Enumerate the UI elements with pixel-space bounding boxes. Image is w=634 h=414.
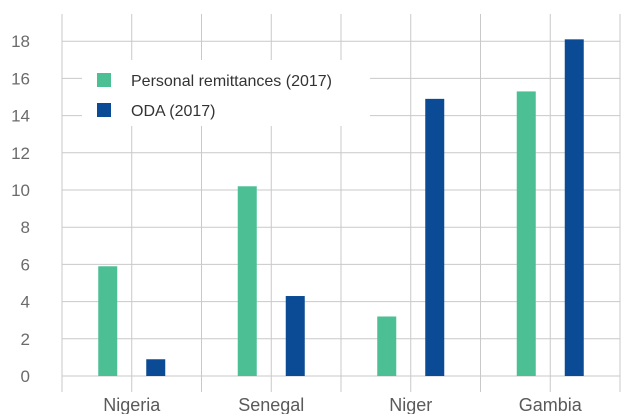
legend-background (82, 60, 370, 126)
y-tick-label-4: 4 (21, 293, 30, 312)
bar-senegal-remittances (237, 186, 257, 376)
bar-gambia-oda (564, 39, 584, 377)
legend-label-oda: ODA (2017) (131, 103, 215, 120)
bar-niger-oda (425, 98, 445, 377)
y-tick-label-8: 8 (21, 218, 30, 237)
y-tick-label-0: 0 (21, 367, 30, 386)
y-tick-label-14: 14 (11, 107, 30, 126)
x-category-label-senegal: Senegal (238, 395, 304, 414)
legend-swatch-oda (97, 103, 111, 117)
x-axis-categories: Nigeria Senegal Niger Gambia (103, 395, 583, 414)
legend: Personal remittances (2017) ODA (2017) (82, 60, 370, 126)
bar-nigeria-oda (146, 359, 166, 376)
y-axis-ticks: 0 2 4 6 8 10 12 14 16 18 (11, 32, 30, 386)
y-tick-label-6: 6 (21, 255, 30, 274)
bars (98, 39, 584, 377)
x-category-label-gambia: Gambia (519, 395, 583, 414)
y-tick-label-12: 12 (11, 144, 30, 163)
y-tick-label-16: 16 (11, 69, 30, 88)
x-category-label-nigeria: Nigeria (103, 395, 161, 414)
y-tick-label-18: 18 (11, 32, 30, 51)
legend-label-remittances: Personal remittances (2017) (131, 73, 332, 90)
bar-nigeria-remittances (98, 266, 118, 376)
x-category-label-niger: Niger (389, 395, 432, 414)
legend-swatch-remittances (97, 73, 111, 87)
bar-gambia-remittances (516, 91, 536, 377)
y-tick-label-10: 10 (11, 181, 30, 200)
bar-niger-remittances (377, 316, 397, 376)
bar-senegal-oda (285, 296, 305, 376)
y-tick-label-2: 2 (21, 330, 30, 349)
